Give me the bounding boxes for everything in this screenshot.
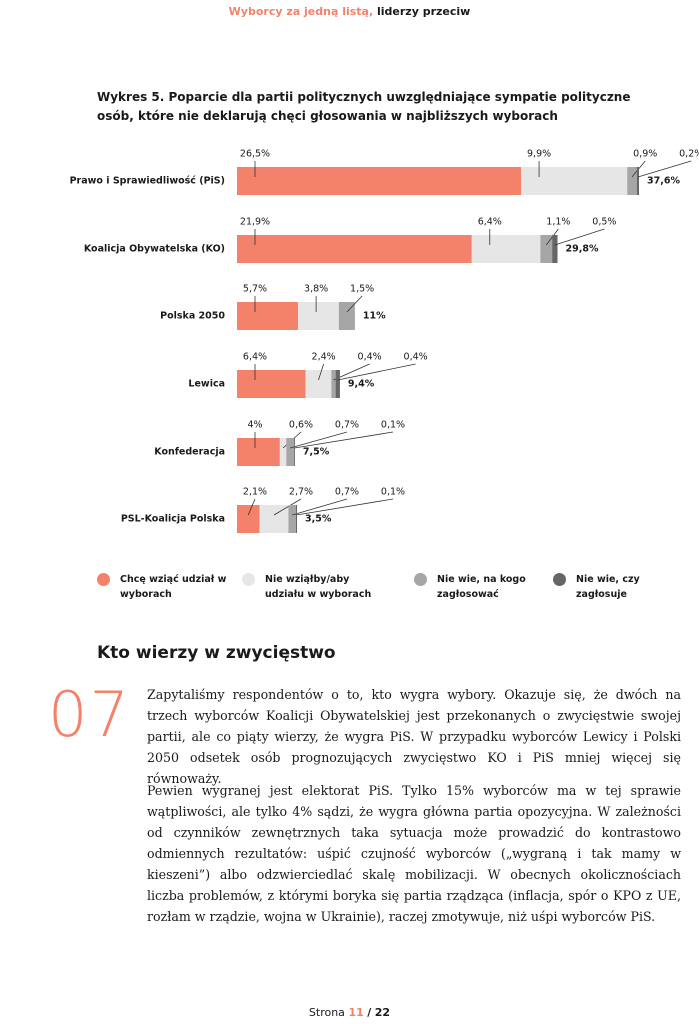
total-label: 7,5% (303, 447, 330, 458)
total-label: 37,6% (647, 176, 680, 187)
bar-segment (237, 438, 280, 466)
value-label: 3,8% (304, 284, 328, 295)
leader-line (296, 498, 394, 516)
bar-segment (636, 167, 639, 195)
total-label: 9,4% (348, 379, 375, 390)
bar-segment (338, 302, 355, 330)
category-label: Koalicja Obywatelska (KO) (84, 244, 225, 255)
leader-line (318, 363, 324, 381)
legend-label: Nie wziąłby/aby udziału w wyborach (265, 574, 372, 600)
bar-segment (521, 167, 628, 195)
bar-segment (288, 505, 296, 533)
value-label: 0,7% (335, 487, 359, 498)
legend-label: Chcę wziąć udział w wyborach (120, 574, 227, 600)
legend-swatch (414, 573, 427, 586)
leader-line (289, 431, 348, 449)
chart-title: Wykres 5. Poparcie dla partii polityczny… (97, 90, 631, 123)
value-label: 2,7% (289, 487, 313, 498)
bar-segment (305, 370, 332, 398)
value-label: 0,5% (592, 217, 616, 228)
page-footer: Strona 11 / 22 (0, 1006, 699, 1019)
total-label: 11% (363, 311, 386, 322)
value-label: 5,7% (243, 284, 267, 295)
bar-segment (279, 438, 287, 466)
legend-swatch (242, 573, 255, 586)
bar-segment (293, 438, 295, 466)
value-label: 0,6% (289, 420, 313, 431)
chart: Prawo i Sprawiedliwość (PiS) 26,5% 9,9% 0,9… (70, 149, 699, 533)
value-label: 1,5% (350, 284, 374, 295)
category-label: PSL-Koalicja Polska (121, 514, 225, 525)
legend-label: Nie wie, czy zagłosuje (576, 574, 640, 600)
leader-line (247, 498, 256, 516)
footer-label: Strona (308, 1006, 345, 1019)
category-label: Prawo i Sprawiedliwość (PiS) (70, 176, 225, 187)
bar-segment (335, 370, 340, 398)
value-label: 9,9% (527, 149, 551, 160)
running-header: Wyborcy za jedną listą, liderzy przeciw (0, 5, 699, 18)
page-total: 22 (374, 1006, 391, 1019)
leader-line (554, 228, 605, 246)
total-label: 3,5% (305, 514, 332, 525)
page-number: 11 (348, 1006, 364, 1019)
section-heading: Kto wierzy w zwycięstwo (97, 643, 336, 663)
value-label: 4% (247, 420, 262, 431)
value-label: 2,4% (312, 352, 336, 363)
value-label: 26,5% (240, 149, 270, 160)
legend-swatch (97, 573, 110, 586)
section-number: 07 (48, 678, 131, 751)
bar-segment (237, 302, 299, 330)
total-label: 29,8% (566, 244, 599, 255)
bar-segment (298, 302, 339, 330)
category-label: Lewica (188, 379, 225, 390)
legend-swatch (553, 573, 566, 586)
leader-line (346, 295, 363, 313)
header-rest: liderzy przeciw (377, 5, 471, 18)
value-label: 0,4% (358, 352, 382, 363)
leader-line (292, 498, 348, 516)
bar-segment (552, 235, 558, 263)
value-label: 0,4% (404, 352, 428, 363)
bar-segment (237, 167, 522, 195)
bar-segment (237, 235, 472, 263)
value-label: 6,4% (478, 217, 502, 228)
bar-segment (295, 505, 298, 533)
category-label: Konfederacja (154, 447, 225, 458)
bar-segment (331, 370, 336, 398)
bar-segment (237, 505, 260, 533)
bar-segment (471, 235, 541, 263)
legend-label: Nie wie, na kogo zagłosować (437, 574, 526, 600)
value-label: 1,1% (546, 217, 570, 228)
bar-segment (627, 167, 637, 195)
value-label: 0,9% (633, 149, 657, 160)
header-lead: Wyborcy za jedną listą, (228, 5, 374, 18)
value-label: 0,2% (679, 149, 699, 160)
bar-segment (286, 438, 294, 466)
leader-line (637, 160, 692, 178)
value-label: 21,9% (240, 217, 270, 228)
value-label: 0,1% (381, 487, 405, 498)
paragraph: Zapytaliśmy respondentów o to, kto wygra… (147, 687, 681, 786)
value-label: 0,1% (381, 420, 405, 431)
separator: / (367, 1006, 372, 1019)
paragraph: Pewien wygranej jest elektorat PiS. Tylk… (147, 783, 681, 924)
value-label: 6,4% (243, 352, 267, 363)
leader-line (294, 431, 394, 449)
value-label: 2,1% (243, 487, 267, 498)
leader-line (337, 363, 416, 381)
bar-segment (540, 235, 553, 263)
bar-segment (237, 370, 306, 398)
leader-line (273, 498, 302, 516)
category-label: Polska 2050 (160, 311, 225, 322)
value-label: 0,7% (335, 420, 359, 431)
